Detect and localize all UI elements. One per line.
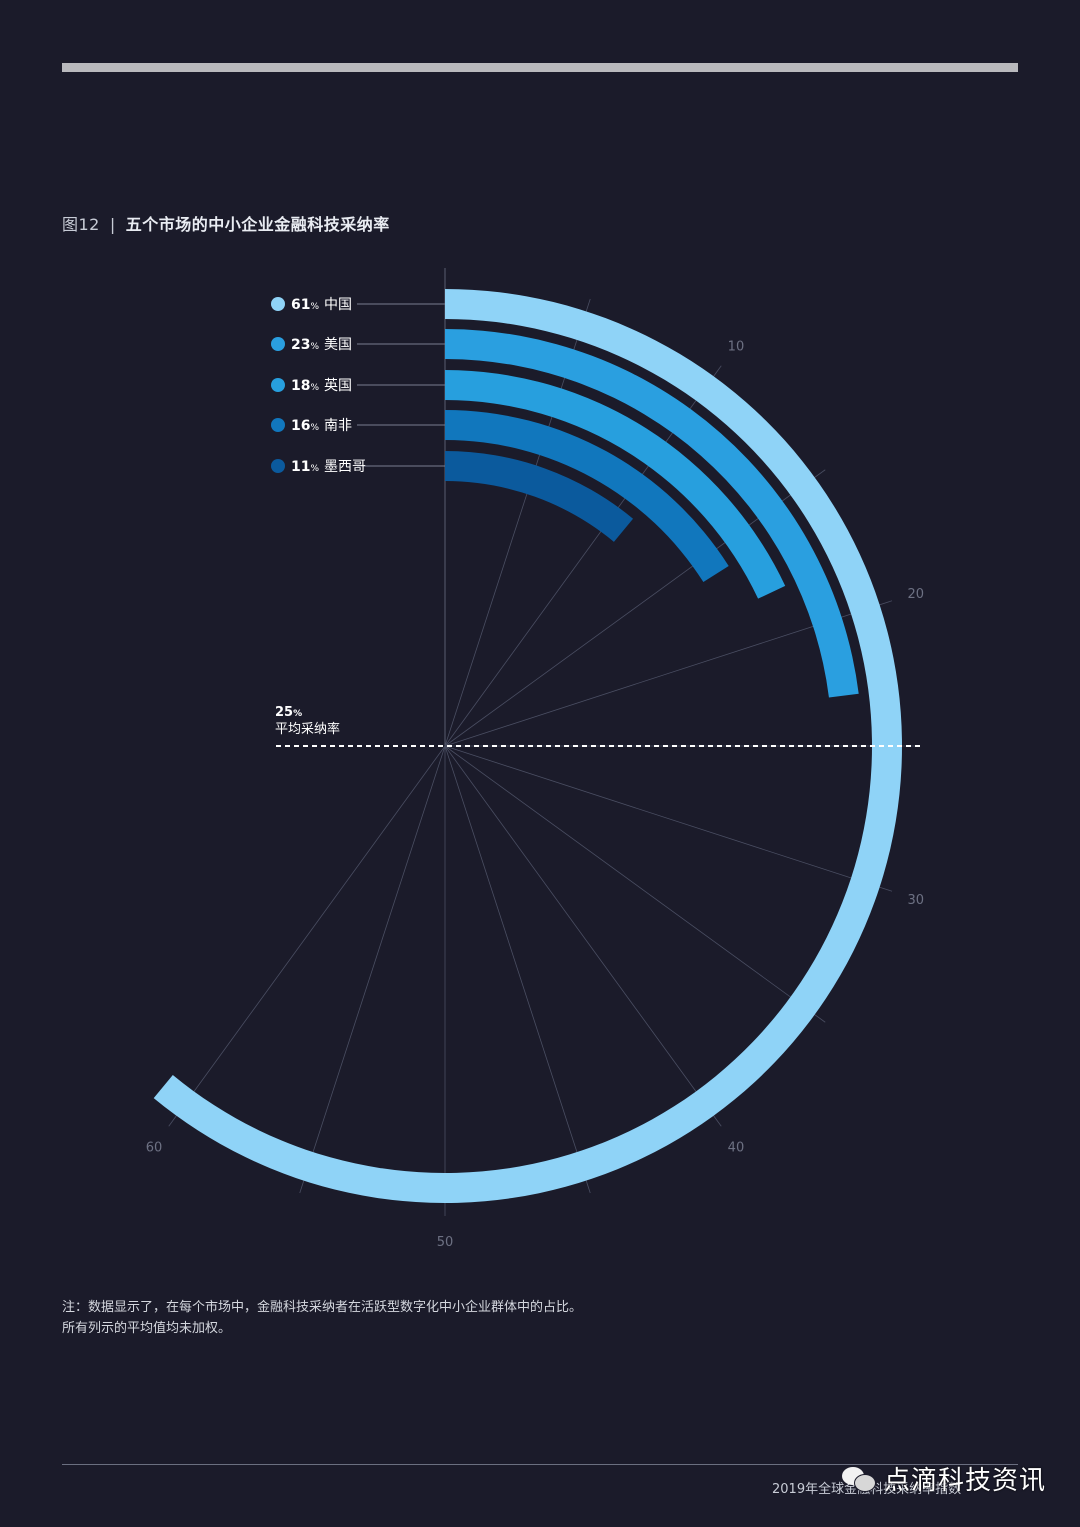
- spoke-line-45: [444, 745, 591, 1194]
- bottom-rule: [62, 1464, 1018, 1465]
- legend-label-南非: 16% 南非: [291, 418, 352, 434]
- arc-墨西哥: [445, 451, 634, 542]
- arc-英国: [445, 370, 786, 599]
- footnote-line-2: 所有列示的平均值均未加权。: [62, 1321, 232, 1336]
- top-bar: [62, 63, 1018, 72]
- scale-tick-10: 10: [728, 340, 745, 355]
- spoke-line-40: [444, 745, 722, 1127]
- scale-tick-40: 40: [728, 1140, 745, 1155]
- brand-watermark: 点滴科技资讯: [842, 1458, 1046, 1498]
- scale-tick-30: 30: [907, 893, 924, 908]
- scale-tick-60: 60: [146, 1140, 163, 1155]
- arc-南非: [445, 410, 729, 583]
- legend-label-美国: 23% 美国: [291, 337, 352, 353]
- arc-美国: [445, 329, 859, 698]
- legend-dot-中国: [271, 297, 285, 311]
- footnote-line-1: 注：数据显示了，在每个市场中，金融科技采纳者在活跃型数字化中小企业群体中的占比。: [62, 1300, 583, 1315]
- spoke-line-30: [444, 745, 893, 892]
- spoke-line-55: [299, 745, 446, 1194]
- figure-title: 图12 | 五个市场的中小企业金融科技采纳率: [62, 211, 390, 235]
- legend-label-墨西哥: 11% 墨西哥: [291, 459, 366, 475]
- spoke-line-60: [168, 745, 446, 1127]
- average-value-label: 25%: [275, 705, 302, 720]
- scale-tick-50: 50: [437, 1235, 454, 1250]
- legend-label-中国: 61% 中国: [291, 297, 352, 313]
- title-separator: |: [109, 215, 116, 234]
- footnote: 注：数据显示了，在每个市场中，金融科技采纳者在活跃型数字化中小企业群体中的占比。…: [62, 1297, 582, 1339]
- figure-number: 图12: [62, 215, 100, 234]
- average-text-label: 平均采纳率: [275, 721, 340, 737]
- figure-title-text: 五个市场的中小企业金融科技采纳率: [125, 215, 390, 234]
- legend-dot-美国: [271, 337, 285, 351]
- legend-dot-英国: [271, 378, 285, 392]
- scale-tick-20: 20: [907, 587, 924, 602]
- wechat-icon: [842, 1463, 876, 1493]
- legend-dot-墨西哥: [271, 459, 285, 473]
- legend-label-英国: 18% 英国: [291, 377, 352, 394]
- legend-dot-南非: [271, 418, 285, 432]
- brand-name: 点滴科技资讯: [884, 1465, 1047, 1496]
- spoke-line-35: [444, 745, 826, 1023]
